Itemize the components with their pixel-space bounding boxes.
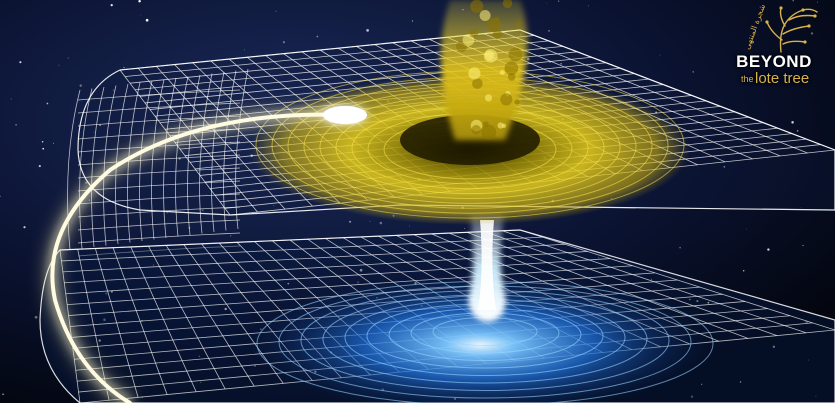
logo-arabic-text: شجرة المنتهى [742, 4, 767, 51]
logo-lote-tree-text: lote tree [755, 70, 810, 87]
light-trail [50, 112, 347, 403]
light-trail-head [323, 106, 367, 124]
logo-beyond-text: BEYOND [736, 52, 812, 71]
tree-emblem-icon: شجرة المنتهى [742, 4, 818, 53]
beyond-the-lote-tree-logo: شجرة المنتهى BEYOND the lote tree [719, 4, 829, 96]
logo-the-text: the [741, 74, 754, 84]
jet-texture [456, 0, 523, 140]
